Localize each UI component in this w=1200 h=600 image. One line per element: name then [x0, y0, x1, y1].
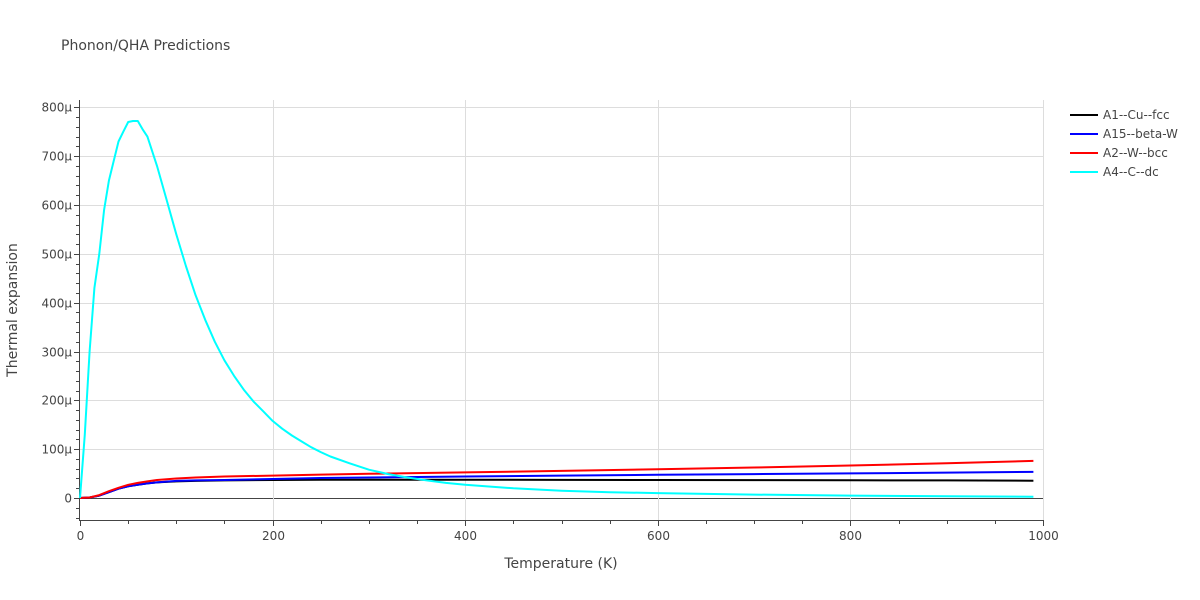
legend-item[interactable]: A4--C--dc	[1070, 165, 1159, 179]
legend-label: A15--beta-W	[1103, 127, 1178, 141]
legend-item[interactable]: A2--W--bcc	[1070, 146, 1168, 160]
x-tick-label: 200	[262, 529, 285, 543]
y-axis-ticks: 0 100μ 200μ 300μ 400μ 500μ 600μ 700μ 800μ	[41, 101, 79, 519]
legend[interactable]: A1--Cu--fcc A15--beta-W A2--W--bcc A4--C--d…	[1070, 108, 1178, 179]
x-axis-ticks: 0 200 400 600 800 1000	[77, 520, 1059, 543]
x-tick-label: 0	[77, 529, 85, 543]
y-tick-label: 100μ	[41, 443, 72, 457]
legend-label: A2--W--bcc	[1103, 146, 1168, 160]
x-tick-label: 1000	[1028, 529, 1059, 543]
series-line-a2-w-bcc	[79, 459, 1034, 499]
legend-item[interactable]: A1--Cu--fcc	[1070, 108, 1170, 122]
y-tick-label: 600μ	[41, 199, 72, 213]
y-tick-label: 700μ	[41, 150, 72, 164]
y-tick-label: 400μ	[41, 297, 72, 311]
legend-item[interactable]: A15--beta-W	[1070, 127, 1178, 141]
y-tick-label: 300μ	[41, 346, 72, 360]
grid	[80, 100, 1044, 520]
y-tick-label: 800μ	[41, 101, 72, 115]
x-axis-title: Temperature (K)	[503, 556, 617, 572]
x-tick-label: 400	[454, 529, 477, 543]
x-tick-label: 800	[839, 529, 862, 543]
y-tick-label: 0	[64, 492, 72, 506]
series-line-a4-c-dc	[79, 120, 1034, 499]
x-tick-label: 600	[647, 529, 670, 543]
y-axis-title: Thermal expansion	[5, 243, 21, 378]
chart-title: Phonon/QHA Predictions	[61, 38, 230, 54]
legend-label: A4--C--dc	[1103, 165, 1159, 179]
plot-series	[79, 120, 1034, 499]
legend-label: A1--Cu--fcc	[1103, 108, 1170, 122]
y-tick-label: 200μ	[41, 394, 72, 408]
y-tick-label: 500μ	[41, 248, 72, 262]
